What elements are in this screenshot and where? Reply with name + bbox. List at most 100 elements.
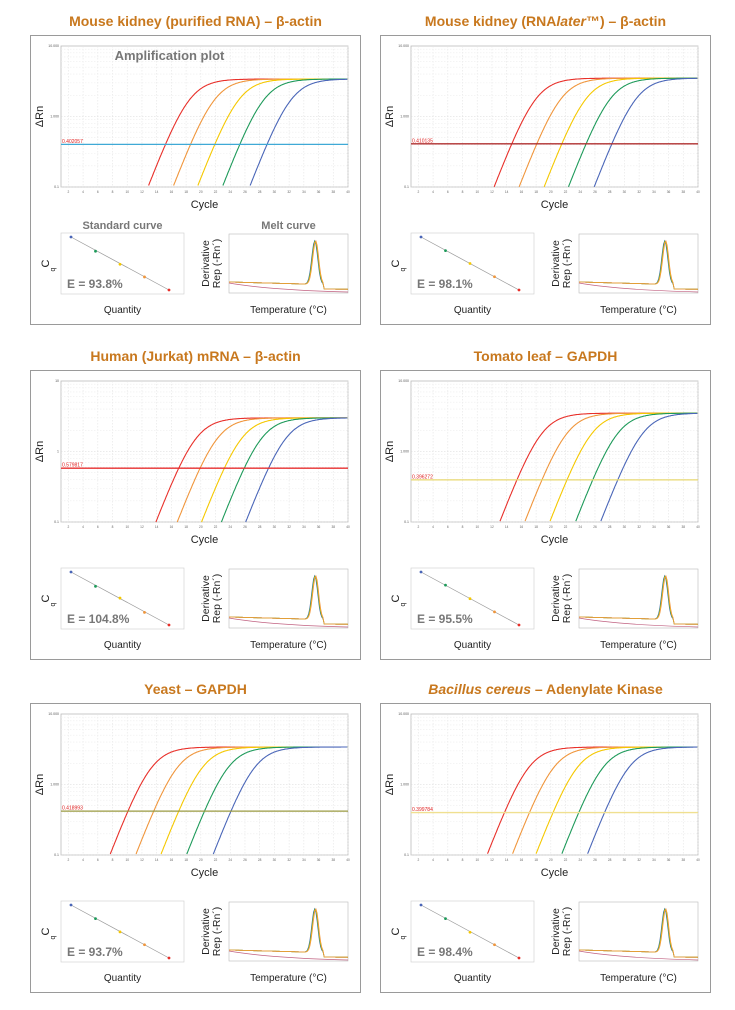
cq-axis-subscript: q [400, 936, 407, 940]
quantity-axis-label: Quantity [104, 640, 141, 651]
title-part: Mouse kidney (purified RNA) – β-actin [69, 13, 322, 29]
cq-axis-label: C [40, 594, 52, 602]
y-tick-label: 0.1 [404, 520, 409, 524]
threshold-label: 0.402057 [62, 139, 83, 145]
x-tick-label: 34 [302, 858, 306, 862]
standard-point [444, 917, 447, 921]
melt-curve: Melt curve Derivative Rep (-Rn´) Temperatur… [200, 220, 349, 316]
y-tick-label: 10.000 [398, 712, 409, 716]
panel: 2 4 6 8 10 12 14 16 18 20 22 24 26 28 30 32 34 36 38 40 10.0… [30, 703, 361, 993]
standard-plot-area [410, 567, 535, 630]
x-tick-label: 22 [214, 525, 218, 529]
x-tick-label: 36 [317, 190, 321, 194]
standard-curve: E = 104.8% Cq Quantity [40, 567, 185, 651]
y-axis-label: ΔRn [384, 441, 396, 462]
cq-axis-label: C [390, 927, 402, 935]
x-tick-label: 24 [228, 190, 232, 194]
threshold-label: 0.399784 [412, 807, 433, 813]
x-tick-label: 24 [578, 858, 582, 862]
y-tick-label: 0.1 [404, 185, 409, 189]
melt-curve: Derivative Rep (-Rn´) Temperature (°C) [550, 568, 699, 651]
x-tick-label: 4 [82, 190, 84, 194]
x-tick-label: 2 [417, 858, 419, 862]
standard-point [419, 570, 423, 574]
cq-axis-subscript: q [400, 268, 407, 272]
standard-curve-title: Standard curve [82, 220, 162, 232]
x-tick-label: 6 [97, 190, 99, 194]
x-tick-label: 16 [170, 858, 174, 862]
standard-point [94, 917, 97, 921]
y-tick-label: 10.000 [48, 712, 59, 716]
x-tick-label: 10 [475, 190, 479, 194]
x-tick-label: 14 [155, 190, 159, 194]
y-axis-label: ΔRn [384, 106, 396, 127]
y-tick-label: 10.000 [398, 379, 409, 383]
threshold-label: 0.396272 [412, 474, 433, 480]
x-tick-label: 2 [67, 525, 69, 529]
standard-curve: E = 98.1% Cq Quantity [390, 232, 535, 316]
x-tick-label: 10 [475, 858, 479, 862]
x-tick-label: 30 [623, 525, 627, 529]
derivative-axis-label: Rep (-Rn´) [561, 239, 573, 289]
amplification-plot: 2 4 6 8 10 12 14 16 18 20 22 24 26 28 30 32 34 36 38 4010.0… [384, 44, 700, 211]
melt-trace [229, 239, 349, 290]
x-tick-label: 40 [696, 858, 700, 862]
x-tick-label: 12 [140, 190, 144, 194]
plot-area [410, 45, 699, 188]
y-tick-label: 1.000 [50, 115, 59, 119]
panel-title: Tomato leaf – GAPDH [380, 348, 711, 364]
y-axis-label: ΔRn [34, 106, 46, 127]
standard-point [444, 583, 447, 587]
x-tick-label: 24 [578, 190, 582, 194]
x-tick-label: 18 [534, 190, 538, 194]
x-tick-label: 20 [199, 525, 203, 529]
melt-curve: Derivative Rep (-Rn´) Temperature (°C) [200, 901, 349, 984]
x-tick-label: 16 [170, 525, 174, 529]
x-tick-label: 20 [199, 190, 203, 194]
standard-point [143, 611, 146, 614]
derivative-axis-label: Derivative [550, 575, 562, 622]
x-tick-label: 18 [534, 858, 538, 862]
temperature-axis-label: Temperature (°C) [250, 973, 327, 984]
x-tick-label: 26 [243, 190, 247, 194]
x-tick-label: 32 [287, 190, 291, 194]
y-tick-label: 10.000 [48, 44, 59, 48]
melt-curve: Derivative Rep (-Rn´) Temperature (°C) [550, 233, 699, 316]
x-tick-label: 34 [652, 190, 656, 194]
standard-point [517, 288, 521, 292]
standard-point [69, 570, 73, 574]
x-tick-label: 30 [273, 858, 277, 862]
x-tick-label: 12 [140, 858, 144, 862]
x-tick-label: 20 [549, 190, 553, 194]
panel-svg: 2 4 6 8 10 12 14 16 18 20 22 24 26 28 30 32 34 36 38 4010.0… [384, 379, 700, 651]
amplification-plot: 2 4 6 8 10 12 14 16 18 20 22 24 26 28 30 32 34 36 38 401010… [34, 379, 350, 546]
panel-title: Bacillus cereus – Adenylate Kinase [380, 681, 711, 697]
derivative-axis-label: Derivative [550, 908, 562, 955]
standard-point [419, 235, 423, 239]
melt-plot-area [578, 568, 699, 629]
quantity-axis-label: Quantity [104, 305, 141, 316]
quantity-axis-label: Quantity [454, 640, 491, 651]
standard-point [517, 956, 521, 960]
x-tick-label: 16 [520, 190, 524, 194]
x-tick-label: 26 [243, 525, 247, 529]
melt-plot-area [228, 568, 349, 629]
standard-point [517, 623, 521, 627]
x-tick-label: 28 [258, 190, 262, 194]
x-tick-label: 38 [682, 190, 686, 194]
x-tick-label: 30 [623, 190, 627, 194]
x-tick-label: 30 [273, 190, 277, 194]
panel: 2 4 6 8 10 12 14 16 18 20 22 24 26 28 30 32 34 36 38 40 10 1 0… [30, 370, 361, 660]
x-tick-label: 2 [67, 190, 69, 194]
x-tick-label: 6 [447, 858, 449, 862]
quantity-axis-label: Quantity [454, 973, 491, 984]
amplification-curve [212, 746, 348, 855]
standard-curve: E = 95.5% Cq Quantity [390, 567, 535, 651]
x-tick-label: 18 [184, 858, 188, 862]
derivative-axis-label: Rep (-Rn´) [561, 907, 573, 957]
x-tick-label: 22 [564, 858, 568, 862]
y-axis-label: ΔRn [34, 441, 46, 462]
x-axis-label: Cycle [541, 534, 569, 546]
x-tick-label: 26 [593, 190, 597, 194]
x-tick-label: 4 [432, 858, 434, 862]
